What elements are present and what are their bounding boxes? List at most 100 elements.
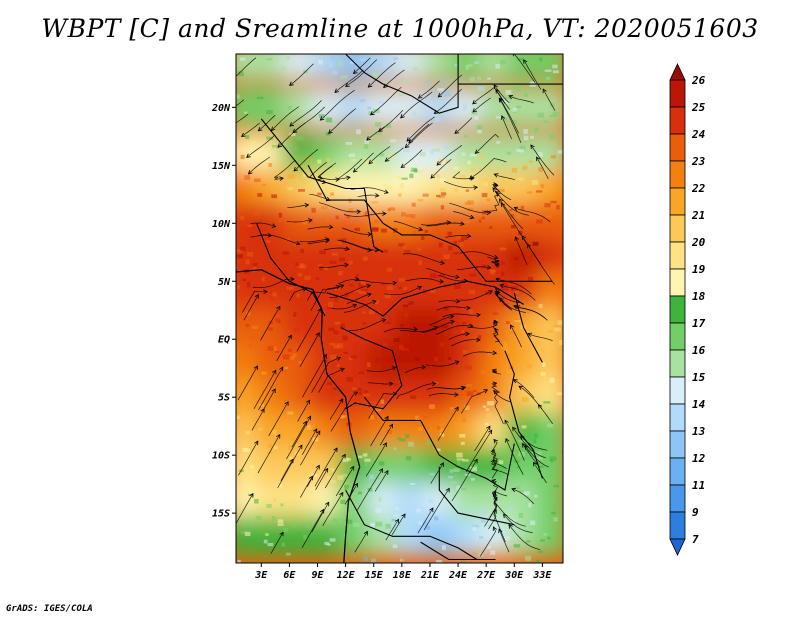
texture-speck	[399, 438, 406, 442]
texture-speck	[509, 209, 513, 212]
texture-speck	[248, 445, 255, 450]
texture-speck	[502, 281, 508, 286]
streamline	[423, 488, 450, 531]
texture-speck	[410, 130, 414, 133]
texture-speck	[253, 211, 260, 216]
streamline	[500, 284, 536, 301]
texture-speck	[481, 352, 486, 358]
texture-speck	[246, 475, 253, 478]
streamline	[252, 278, 294, 288]
texture-speck	[246, 251, 254, 257]
streamline-arrowhead	[440, 260, 446, 265]
texture-speck	[370, 558, 376, 563]
streamline-arrowhead	[366, 136, 371, 141]
streamline	[286, 416, 312, 460]
texture-speck	[310, 423, 314, 428]
streamline	[518, 385, 543, 410]
streamline-arrowhead	[449, 314, 455, 320]
texture-speck	[500, 271, 505, 277]
streamline	[408, 123, 430, 144]
texture-speck	[429, 404, 435, 409]
streamline-arrowhead	[302, 287, 308, 292]
texture-speck	[437, 426, 441, 430]
streamline-arrowhead	[392, 391, 398, 397]
streamline-arrowhead	[321, 179, 327, 184]
texture-speck	[514, 319, 521, 323]
y-tick-label: EQ	[218, 335, 230, 346]
field-cell	[338, 87, 372, 127]
texture-speck	[460, 487, 467, 491]
streamline	[301, 509, 325, 549]
streamline-arrowhead	[306, 399, 310, 405]
streamline-arrowhead	[472, 99, 477, 105]
texture-speck	[409, 173, 414, 179]
streamline	[503, 513, 533, 534]
streamline-arrowhead	[473, 185, 479, 190]
field-cell	[282, 54, 315, 81]
texture-speck	[400, 324, 404, 327]
texture-speck	[266, 58, 273, 61]
streamline-arrowhead	[512, 426, 517, 432]
texture-speck	[473, 464, 478, 467]
texture-speck	[378, 100, 385, 104]
texture-speck	[396, 437, 401, 440]
texture-speck	[329, 538, 336, 542]
streamline	[323, 247, 350, 251]
grads-credit: GrADS: IGES/COLA	[6, 604, 93, 614]
texture-speck	[329, 261, 337, 264]
streamline-arrowhead	[353, 482, 359, 488]
streamline	[366, 126, 386, 141]
texture-speck	[478, 552, 484, 557]
texture-speck	[261, 371, 267, 375]
texture-speck	[538, 304, 543, 308]
colorbar-segment	[669, 430, 686, 459]
texture-speck	[319, 228, 324, 232]
texture-speck	[392, 544, 398, 549]
field-cell	[310, 308, 343, 348]
streamline	[311, 502, 330, 533]
texture-speck	[236, 415, 241, 420]
colorbar-label: 18	[692, 290, 706, 303]
texture-speck	[344, 292, 349, 298]
streamline-arrowhead	[352, 168, 358, 173]
texture-speck	[465, 189, 470, 192]
streamline-arrowhead	[533, 461, 538, 467]
texture-speck	[245, 431, 250, 435]
texture-speck	[415, 415, 419, 421]
colorbar-segment	[669, 106, 686, 135]
streamline	[270, 532, 284, 554]
texture-speck	[311, 207, 316, 213]
texture-speck	[443, 306, 449, 311]
texture-speck	[244, 175, 251, 180]
field-cell	[338, 412, 372, 452]
texture-speck	[331, 71, 338, 75]
streamline	[257, 434, 281, 474]
streamline-arrowhead	[241, 132, 246, 137]
y-tick-label: 10N	[212, 219, 231, 230]
texture-speck	[418, 260, 422, 266]
texture-speck	[470, 466, 477, 472]
texture-speck	[326, 96, 330, 100]
texture-speck	[369, 484, 377, 488]
texture-speck	[466, 63, 473, 68]
texture-speck	[487, 524, 492, 527]
texture-speck	[281, 542, 285, 547]
texture-speck	[440, 342, 444, 348]
texture-speck	[515, 105, 522, 109]
field-cell	[367, 238, 400, 278]
field-cell	[451, 412, 484, 452]
texture-speck	[556, 204, 560, 210]
texture-speck	[355, 387, 363, 392]
texture-speck	[481, 216, 486, 220]
texture-speck	[553, 324, 560, 328]
texture-speck	[386, 267, 393, 272]
texture-speck	[292, 353, 297, 358]
texture-speck	[346, 215, 350, 219]
texture-speck	[340, 75, 348, 79]
texture-speck	[263, 539, 268, 544]
streamline	[236, 113, 249, 124]
texture-speck	[511, 225, 516, 229]
texture-speck	[495, 116, 503, 119]
texture-speck	[441, 324, 448, 329]
texture-speck	[252, 426, 258, 429]
